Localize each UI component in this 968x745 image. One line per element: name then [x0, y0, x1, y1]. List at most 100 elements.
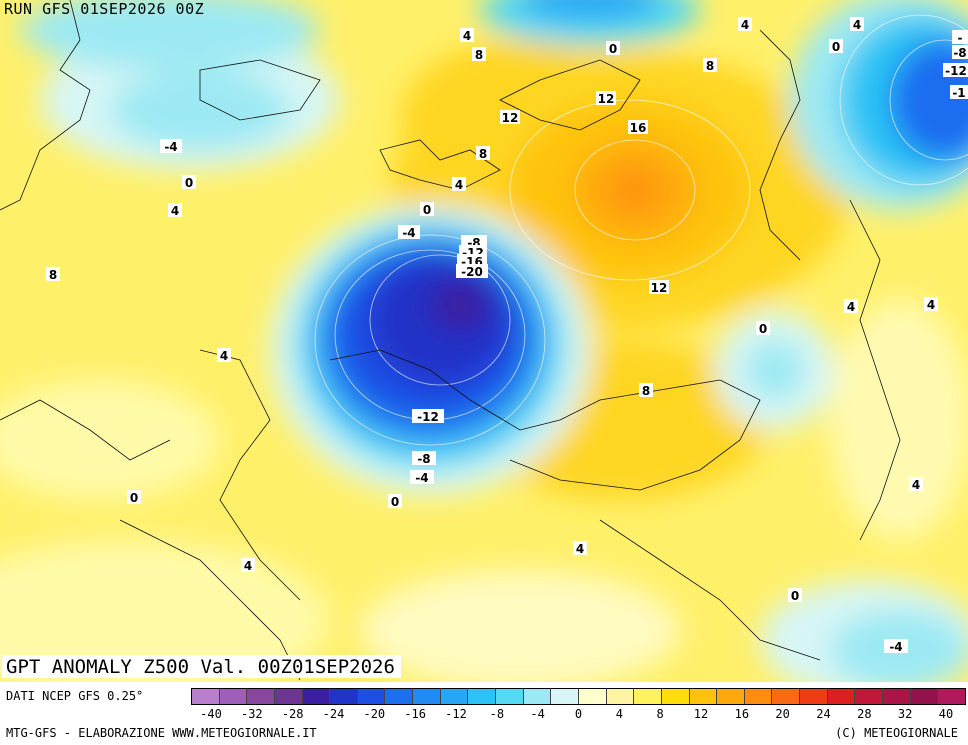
legend-tick: -24 — [322, 707, 345, 721]
svg-text:0: 0 — [185, 176, 193, 190]
svg-text:-1: -1 — [952, 86, 965, 100]
legend-swatch — [274, 689, 303, 704]
legend-swatch — [744, 689, 773, 704]
contour-label: -4 — [398, 225, 420, 240]
svg-text:0: 0 — [609, 42, 617, 56]
legend-tick: 16 — [734, 707, 750, 721]
svg-text:-4: -4 — [164, 140, 177, 154]
svg-text:-12: -12 — [945, 64, 967, 78]
legend-swatch — [634, 689, 662, 704]
contour-label: 4 — [452, 177, 466, 192]
svg-text:-: - — [958, 31, 963, 45]
legend-swatch — [661, 689, 690, 704]
contour-label: 0 — [420, 202, 434, 217]
contour-label: -4 — [884, 639, 908, 654]
legend-swatch — [496, 689, 524, 704]
svg-text:0: 0 — [832, 40, 840, 54]
svg-text:4: 4 — [455, 178, 463, 192]
svg-text:-4: -4 — [402, 226, 415, 240]
anomaly-map: 4 8 0 8 4 -4 0 12 12 16 8 4 -4 0 4 -8 -1… — [0, 0, 968, 682]
svg-text:12: 12 — [502, 111, 519, 125]
svg-text:4: 4 — [576, 542, 584, 556]
svg-text:4: 4 — [244, 559, 252, 573]
contour-label: 4 — [924, 297, 938, 312]
svg-text:0: 0 — [391, 495, 399, 509]
svg-text:-4: -4 — [415, 471, 428, 485]
legend-swatch — [717, 689, 745, 704]
svg-text:0: 0 — [130, 491, 138, 505]
legend-tick: 24 — [816, 707, 831, 721]
contour-label: -1 — [950, 85, 968, 100]
legend-swatch — [357, 689, 386, 704]
legend-swatch — [302, 689, 331, 704]
svg-text:4: 4 — [853, 18, 861, 32]
contour-label: 8 — [472, 47, 486, 62]
svg-text:-12: -12 — [417, 410, 439, 424]
contour-label: 0 — [388, 494, 402, 509]
color-legend — [191, 688, 966, 705]
legend-tick: 8 — [656, 707, 664, 721]
svg-text:4: 4 — [927, 298, 935, 312]
legend-tick: -40 — [200, 707, 222, 721]
svg-text:4: 4 — [463, 29, 471, 43]
svg-text:8: 8 — [49, 268, 57, 282]
coastlines — [0, 0, 901, 681]
contour-label: -20 — [456, 264, 488, 279]
legend-tick: 40 — [938, 707, 954, 721]
run-label: RUN GFS 01SEP2026 00Z — [4, 0, 205, 18]
legend-tick: -20 — [363, 707, 386, 721]
svg-text:-8: -8 — [953, 46, 966, 60]
contour-label: 0 — [127, 490, 141, 505]
legend-swatch — [772, 689, 801, 704]
svg-text:4: 4 — [741, 18, 749, 32]
svg-text:12: 12 — [651, 281, 668, 295]
svg-text:16: 16 — [630, 121, 647, 135]
contour-label: 16 — [628, 120, 648, 135]
legend-swatch — [827, 689, 856, 704]
svg-text:4: 4 — [171, 204, 179, 218]
data-source-label: DATI NCEP GFS 0.25° — [6, 689, 144, 703]
legend-swatch — [468, 689, 497, 704]
contour-label: -8 — [952, 45, 968, 60]
contour-label: 8 — [639, 383, 653, 398]
legend-tick: -32 — [240, 707, 263, 721]
legend-swatch — [247, 689, 275, 704]
contour-label: 8 — [46, 267, 60, 282]
legend-tick-labels: -40 -32 -28 -24 -20 -16 -12 -8 -4 0 4 8 12 16 20 24 28 32… — [191, 707, 966, 723]
map-canvas: 4 8 0 8 4 -4 0 12 12 16 8 4 -4 0 4 -8 -1… — [0, 0, 968, 682]
contour-labels: 4 8 0 8 4 -4 0 12 12 16 8 4 -4 0 4 -8 -1… — [46, 17, 968, 654]
legend-tick: -4 — [530, 707, 545, 721]
legend-swatch — [855, 689, 884, 704]
legend-swatch — [800, 689, 828, 704]
legend-tick: 20 — [775, 707, 790, 721]
contour-label: -4 — [160, 139, 182, 154]
legend-swatch — [938, 689, 965, 704]
svg-text:0: 0 — [423, 203, 431, 217]
contour-label: 4 — [241, 558, 255, 573]
svg-text:8: 8 — [642, 384, 650, 398]
legend-tick: 32 — [897, 707, 913, 721]
contour-label: 4 — [460, 28, 474, 43]
contour-label: -8 — [412, 451, 436, 466]
legend-swatch — [385, 689, 414, 704]
legend-swatch — [551, 689, 579, 704]
contour-label: -12 — [412, 409, 444, 424]
contour-label: -4 — [410, 470, 434, 485]
legend-swatch — [689, 689, 718, 704]
contour-label: 4 — [844, 299, 858, 314]
contour-label-extra: 4 0 - — [829, 17, 968, 54]
legend-tick: 4 — [615, 707, 623, 721]
contour-label: 0 — [756, 321, 770, 336]
legend-swatch — [523, 689, 552, 704]
legend-tick: -28 — [281, 707, 304, 721]
legend-swatch — [578, 689, 607, 704]
svg-text:0: 0 — [759, 322, 767, 336]
svg-text:4: 4 — [912, 478, 920, 492]
credit-right: (C) METEOGIORNALE — [835, 726, 958, 740]
contour-label: 4 — [168, 203, 182, 218]
contour-label: -12 — [943, 63, 968, 78]
legend-tick: 28 — [857, 707, 872, 721]
legend-swatch — [606, 689, 635, 704]
legend-swatch — [883, 689, 911, 704]
contour-label: 0 — [788, 588, 802, 603]
